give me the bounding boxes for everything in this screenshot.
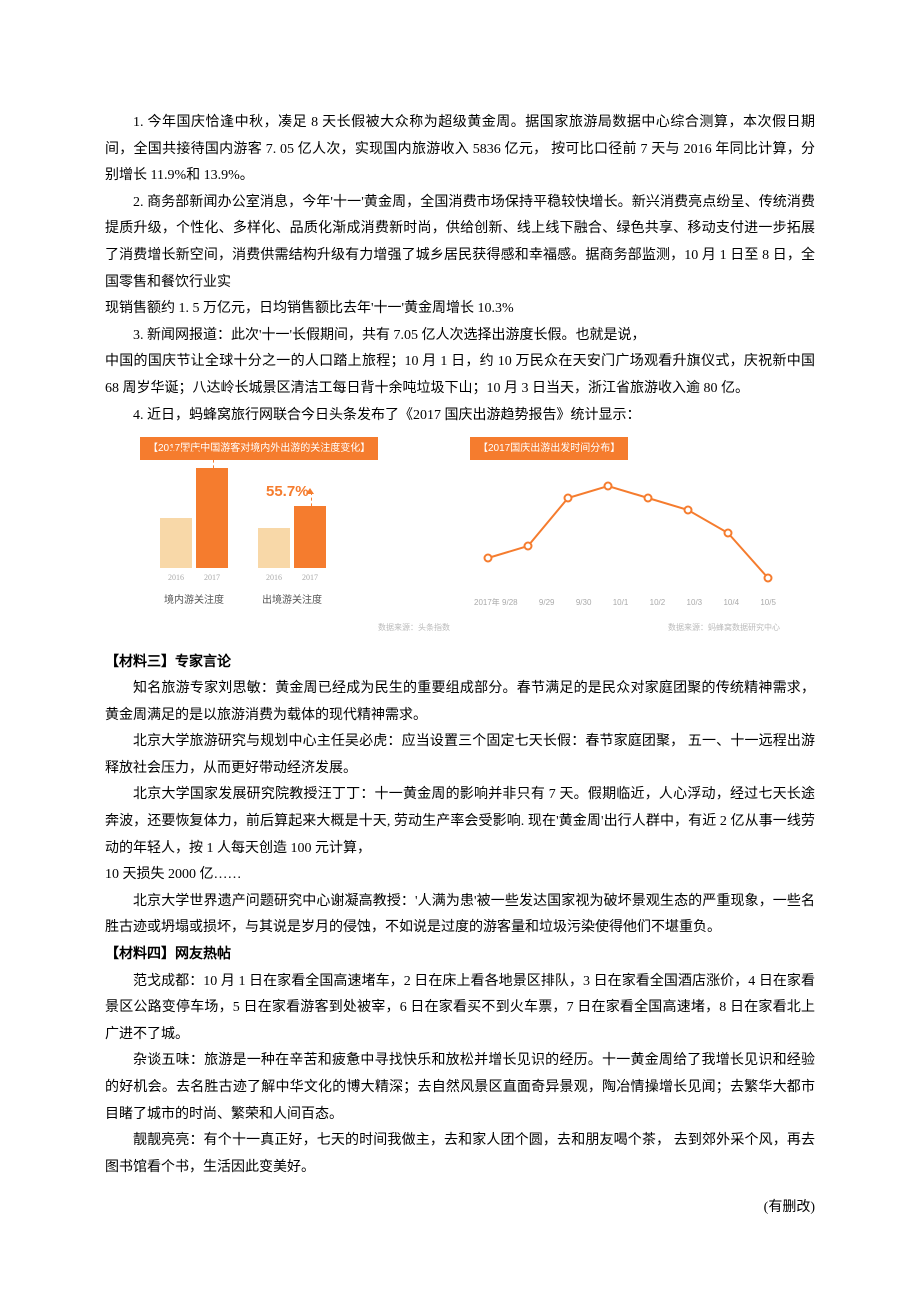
- charts-row: 【2017国庆中国游客对境内外出游的关注度变化】 101%20162017境内游…: [105, 435, 815, 635]
- line-xlabel: 10/1: [613, 595, 629, 610]
- bar-pair: 101%: [160, 468, 228, 568]
- line-xlabel: 10/2: [650, 595, 666, 610]
- line-chart-title: 【2017国庆出游出发时间分布】: [470, 437, 628, 460]
- expert-2: 北京大学旅游研究与规划中心主任吴必虎：应当设置三个固定七天长假：春节家庭团聚， …: [105, 729, 815, 782]
- line-chart-source: 数据来源：蚂蜂窝数据研究中心: [470, 620, 780, 635]
- line-xlabel: 9/30: [576, 595, 592, 610]
- bar: [258, 528, 290, 568]
- bar-chart-area: 101% 20162017 境内游关注度 55.7% 20162017 出境游关注度: [140, 468, 450, 610]
- bar-chart: 【2017国庆中国游客对境内外出游的关注度变化】 101%20162017境内游…: [140, 435, 450, 635]
- expert-1: 知名旅游专家刘思敏：黄金周已经成为民生的重要组成部分。春节满足的是民众对家庭团聚…: [105, 676, 815, 729]
- para-3b: 中国的国庆节让全球十分之一的人口踏上旅程；10 月 1 日，约 10 万民众在天…: [105, 349, 815, 402]
- line-xlabel: 10/4: [723, 595, 739, 610]
- para-3a: 3. 新闻网报道：此次'十一'长假期间，共有 7.05 亿人次选择出游度长假。也…: [105, 323, 815, 350]
- line-marker: [765, 575, 772, 582]
- line-marker: [645, 495, 652, 502]
- line-xlabel: 2017年 9/28: [474, 595, 518, 610]
- document-page: 1. 今年国庆恰逢中秋，凑足 8 天长假被大众称为超级黄金周。据国家旅游局数据中…: [0, 0, 920, 1296]
- bar-group-label: 境内游关注度: [164, 591, 224, 610]
- line-marker: [485, 555, 492, 562]
- netizen-3: 靓靓亮亮：有个十一真正好，七天的时间我做主，去和家人团个圆，去和朋友喝个茶， 去…: [105, 1128, 815, 1181]
- line-marker: [525, 543, 532, 550]
- line-marker: [605, 483, 612, 490]
- netizen-2: 杂谈五味：旅游是一种在辛苦和疲惫中寻找快乐和放松并增长见识的经历。十一黄金周给了…: [105, 1048, 815, 1128]
- para-2a: 2. 商务部新闻办公室消息，今年'十一'黄金周，全国消费市场保持平稳较快增长。新…: [105, 190, 815, 296]
- section-4-title: 【材料四】网友热帖: [105, 942, 815, 969]
- netizen-1: 范戈成都：10 月 1 日在家看全国高速堵车，2 日在床上看各地景区排队，3 日…: [105, 969, 815, 1049]
- bar-year-labels: 20162017: [258, 570, 326, 585]
- line-xlabel: 9/29: [539, 595, 555, 610]
- line-marker: [565, 495, 572, 502]
- expert-3a: 北京大学国家发展研究院教授汪丁丁：十一黄金周的影响并非只有 7 天。假期临近，人…: [105, 782, 815, 862]
- line-chart-svg: [470, 468, 780, 593]
- bar-chart-source: 数据来源：头条指数: [140, 620, 450, 635]
- para-1: 1. 今年国庆恰逢中秋，凑足 8 天长假被大众称为超级黄金周。据国家旅游局数据中…: [105, 110, 815, 190]
- line-xlabel: 10/3: [687, 595, 703, 610]
- line-marker: [685, 507, 692, 514]
- bar-group: 55.7% 20162017 出境游关注度: [258, 506, 326, 610]
- bar-pct-callout: 101%: [168, 440, 206, 469]
- para-2b: 现销售额约 1. 5 万亿元，日均销售额比去年'十一'黄金周增长 10.3%: [105, 296, 815, 323]
- footer-note: (有删改): [105, 1195, 815, 1222]
- bar-group-label: 出境游关注度: [262, 591, 322, 610]
- section-3-title: 【材料三】专家言论: [105, 650, 815, 677]
- line-chart: 【2017国庆出游出发时间分布】 2017年 9/28 9/29 9/30 10/1 1…: [470, 435, 780, 635]
- bar-pair: 55.7%: [258, 506, 326, 568]
- bar-pct-callout: 55.7%: [266, 478, 309, 507]
- para-4: 4. 近日，蚂蜂窝旅行网联合今日头条发布了《2017 国庆出游趋势报告》统计显示…: [105, 403, 815, 430]
- bar: [196, 468, 228, 568]
- line-xlabel: 10/5: [760, 595, 776, 610]
- bar-year-labels: 20162017: [160, 570, 228, 585]
- line-chart-xlabels: 2017年 9/28 9/29 9/30 10/1 10/2 10/3 10/4 10/5: [470, 593, 780, 610]
- bar-group: 101% 20162017 境内游关注度: [160, 468, 228, 610]
- line-marker: [725, 530, 732, 537]
- bar: [160, 518, 192, 568]
- arrow-up-icon: [311, 492, 312, 512]
- expert-4: 北京大学世界遗产问题研究中心谢凝高教授：'人满为患'被一些发达国家视为破坏景观生…: [105, 889, 815, 942]
- expert-3b: 10 天损失 2000 亿……: [105, 862, 815, 889]
- bar: [294, 506, 326, 568]
- arrow-up-icon: [213, 454, 214, 474]
